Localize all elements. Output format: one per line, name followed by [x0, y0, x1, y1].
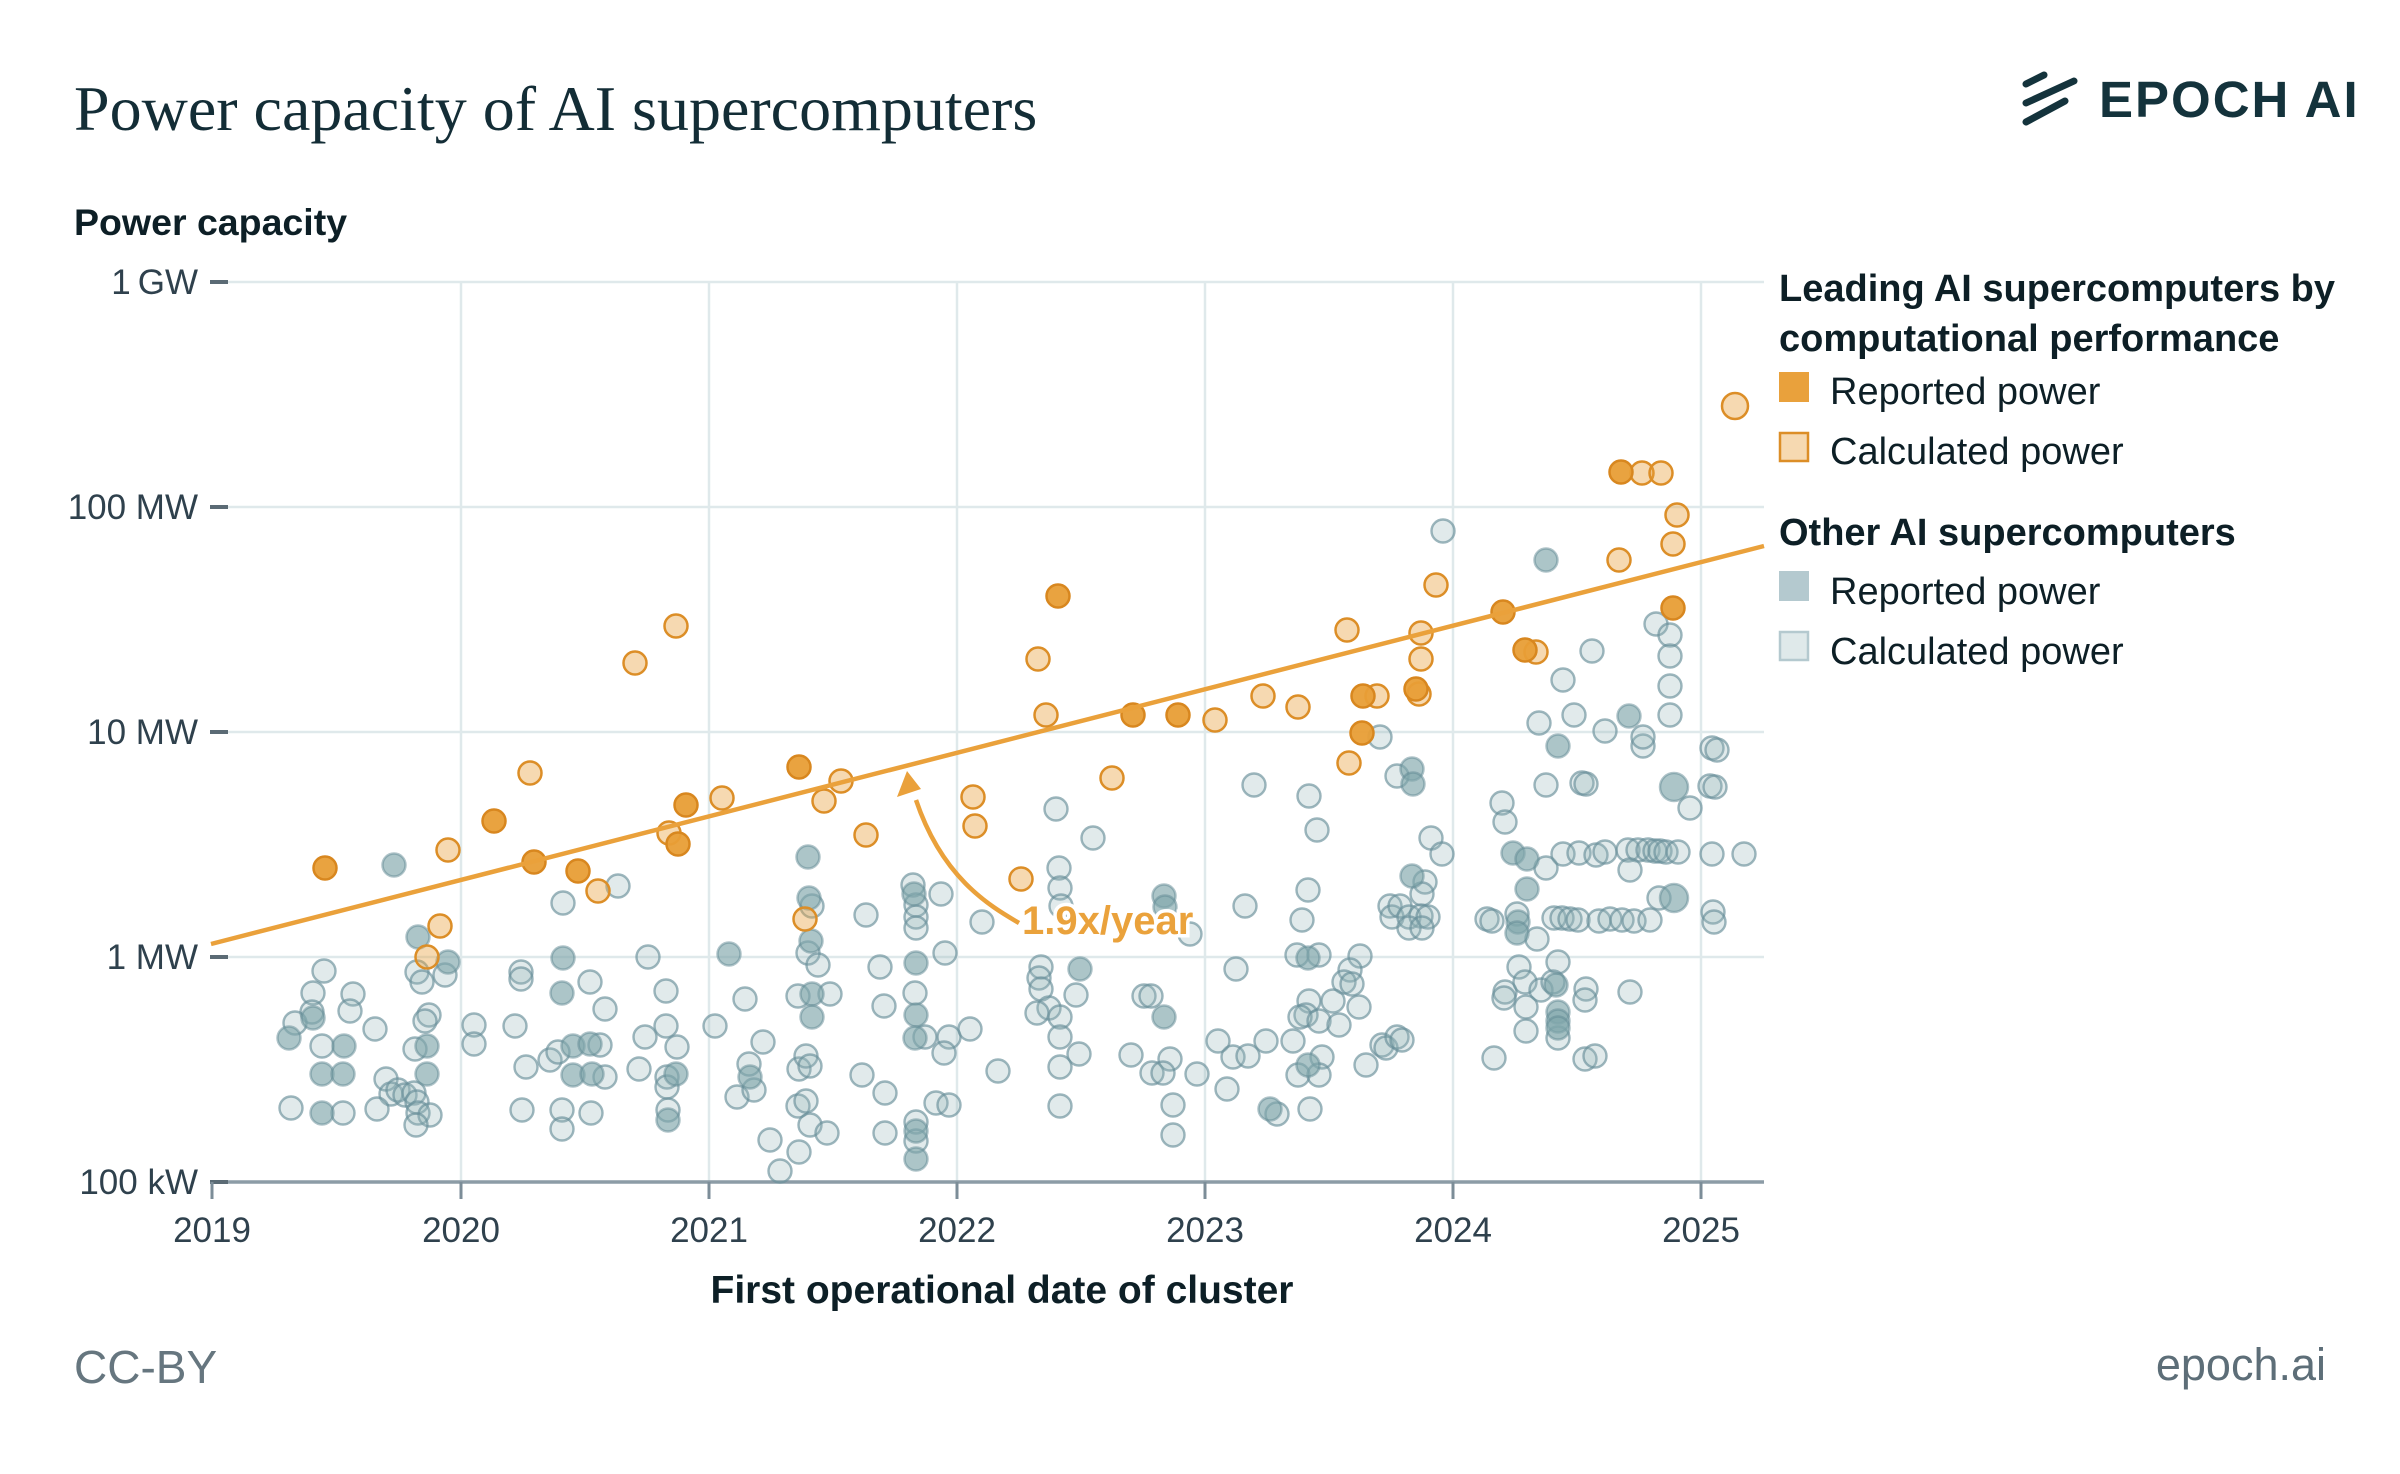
svg-text:2023: 2023	[1166, 1211, 1244, 1250]
svg-text:Other AI supercomputers: Other AI supercomputers	[1779, 512, 2236, 554]
svg-text:2021: 2021	[670, 1211, 748, 1250]
svg-text:10 MW: 10 MW	[87, 713, 198, 752]
svg-text:1.9x/year: 1.9x/year	[1022, 899, 1193, 943]
svg-text:Reported power: Reported power	[1830, 371, 2101, 413]
svg-text:Reported power: Reported power	[1830, 571, 2101, 613]
svg-text:2025: 2025	[1662, 1211, 1740, 1250]
svg-text:2022: 2022	[918, 1211, 996, 1250]
svg-text:2019: 2019	[173, 1211, 251, 1250]
svg-text:CC-BY: CC-BY	[74, 1341, 217, 1393]
svg-text:Calculated power: Calculated power	[1830, 431, 2124, 473]
svg-text:First operational date of clus: First operational date of cluster	[711, 1269, 1294, 1312]
svg-text:Power capacity of AI supercomp: Power capacity of AI supercomputers	[74, 73, 1037, 144]
svg-text:100 kW: 100 kW	[79, 1163, 198, 1202]
svg-text:100 MW: 100 MW	[68, 488, 198, 527]
svg-text:Calculated power: Calculated power	[1830, 631, 2124, 673]
svg-text:Leading AI supercomputers by: Leading AI supercomputers by	[1779, 268, 2335, 310]
svg-text:2024: 2024	[1414, 1211, 1492, 1250]
svg-text:epoch.ai: epoch.ai	[2156, 1339, 2326, 1390]
svg-text:1 GW: 1 GW	[111, 263, 198, 302]
svg-text:2020: 2020	[422, 1211, 500, 1250]
svg-text:Power capacity: Power capacity	[74, 201, 347, 243]
svg-text:computational performance: computational performance	[1779, 318, 2279, 360]
svg-text:1 MW: 1 MW	[107, 938, 198, 977]
svg-text:EPOCH AI: EPOCH AI	[2099, 71, 2360, 128]
